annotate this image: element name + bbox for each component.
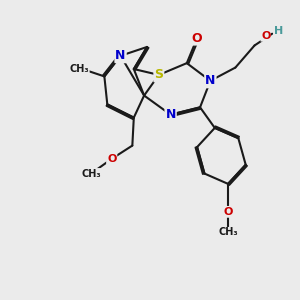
Text: N: N <box>116 49 126 62</box>
Text: CH₃: CH₃ <box>81 169 101 178</box>
Text: CH₃: CH₃ <box>70 64 89 74</box>
Text: N: N <box>165 108 176 121</box>
Text: O: O <box>223 207 233 217</box>
Text: H: H <box>274 26 283 36</box>
Text: N: N <box>205 74 215 87</box>
Text: S: S <box>154 68 163 81</box>
Text: O: O <box>107 154 116 164</box>
Text: CH₃: CH₃ <box>218 227 238 237</box>
Text: O: O <box>192 32 203 45</box>
Text: O: O <box>261 31 270 41</box>
